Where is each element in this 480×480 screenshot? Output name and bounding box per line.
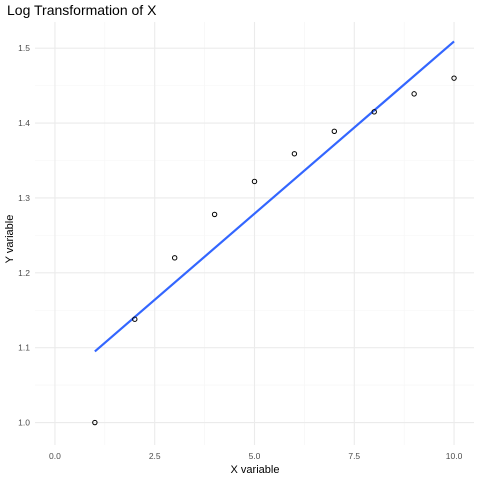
data-point: [92, 419, 98, 426]
data-point: [291, 151, 298, 157]
grid-major: [35, 22, 474, 445]
data-point: [251, 178, 258, 185]
data-point: [411, 91, 417, 97]
x-tick-label: 7.5: [348, 451, 360, 461]
y-axis-label: Y variable: [4, 215, 16, 264]
x-tick-label: 10.0: [446, 451, 463, 461]
x-tick-label: 5.0: [249, 451, 261, 461]
data-point: [371, 109, 377, 115]
chart-title: Log Transformation of X: [7, 2, 157, 18]
data-point: [331, 128, 338, 135]
y-tick-label: 1.5: [18, 43, 30, 53]
data-point: [211, 211, 218, 218]
x-axis-label: X variable: [231, 464, 280, 476]
x-tick-label: 0.0: [49, 451, 61, 461]
fit-line-group: [94, 40, 455, 353]
data-point: [132, 316, 138, 322]
x-tick-label: 2.5: [149, 451, 161, 461]
data-point: [451, 75, 457, 81]
data-points: [92, 75, 457, 426]
x-tick-labels: 0.0 2.5 5.0 7.5 10.0: [49, 451, 463, 461]
y-tick-label: 1.3: [18, 193, 30, 203]
regression-line: [94, 40, 455, 353]
y-tick-label: 1.2: [18, 268, 30, 278]
y-tick-label: 1.4: [18, 118, 30, 128]
y-tick-label: 1.0: [18, 418, 30, 428]
y-tick-labels: 1.0 1.1 1.2 1.3 1.4 1.5: [18, 43, 30, 427]
data-point: [171, 255, 178, 261]
y-tick-label: 1.1: [18, 343, 30, 353]
